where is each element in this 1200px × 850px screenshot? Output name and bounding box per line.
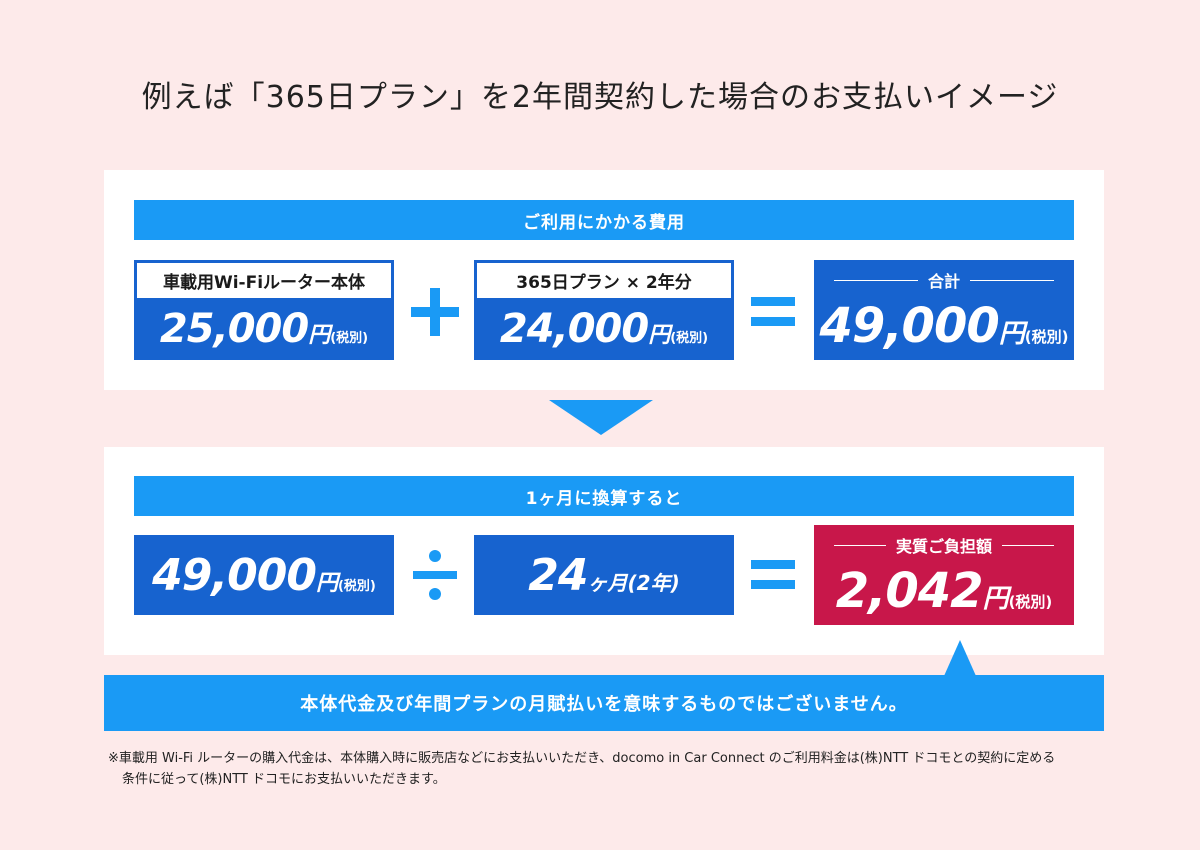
monthly-total-amount: 49,000円(税別) [134, 550, 394, 601]
notice-bar: 本体代金及び年間プランの月賦払いを意味するものではございません。 [104, 675, 1104, 731]
equals-icon-2 [745, 550, 801, 600]
result-caption: 実質ご負担額 [824, 533, 1064, 557]
plus-icon [405, 282, 465, 342]
plan-cost-unit: 円 [648, 323, 671, 348]
monthly-total-box: 49,000円(税別) [134, 535, 394, 615]
router-cost-value: 25,000 [159, 306, 309, 352]
monthly-header: 1ヶ月に換算すると [134, 476, 1074, 516]
total-cost-box: 合計 49,000円(税別) [814, 260, 1074, 360]
plan-cost-tax: (税別) [670, 331, 709, 346]
plan-cost-amount: 24,000円(税別) [474, 306, 734, 352]
page-title: 例えば「365日プラン」を2年間契約した場合のお支払いイメージ [141, 80, 1059, 115]
total-cost-value: 49,000 [819, 298, 1000, 354]
total-cost-tax: (税別) [1024, 328, 1069, 346]
arrow-down-icon [549, 400, 653, 435]
months-value: 24 [528, 550, 588, 601]
monthly-panel: 1ヶ月に換算すると 49,000円(税別) 24ヶ月(2年) 実質ご負担額 2,… [104, 447, 1104, 655]
router-cost-unit: 円 [308, 323, 331, 348]
months-extra: (2年) [627, 571, 680, 595]
cost-panel: ご利用にかかる費用 車載用Wi-Fiルーター本体 25,000円(税別) 365… [104, 170, 1104, 390]
equals-icon [745, 287, 801, 337]
result-value: 2,042 [835, 563, 984, 619]
monthly-total-value: 49,000 [152, 550, 317, 601]
plan-cost-label: 365日プラン × 2年分 [477, 263, 731, 298]
result-tax: (税別) [1008, 593, 1053, 611]
router-cost-label: 車載用Wi-Fiルーター本体 [137, 263, 391, 298]
plan-cost-value: 24,000 [499, 306, 649, 352]
plan-cost-box: 365日プラン × 2年分 24,000円(税別) [474, 260, 734, 360]
divide-icon [407, 545, 463, 605]
router-cost-tax: (税別) [330, 331, 369, 346]
total-cost-unit: 円 [998, 319, 1025, 349]
months-box: 24ヶ月(2年) [474, 535, 734, 615]
footnote-line2: 条件に従って(株)NTT ドコモにお支払いいただきます。 [122, 772, 446, 787]
result-box: 実質ご負担額 2,042円(税別) [814, 525, 1074, 625]
router-cost-box: 車載用Wi-Fiルーター本体 25,000円(税別) [134, 260, 394, 360]
total-cost-amount: 49,000円(税別) [814, 298, 1074, 354]
months-unit: ヶ月 [587, 571, 628, 595]
footnote-line1: ※車載用 Wi-Fi ルーターの購入代金は、本体購入時に販売店などにお支払いいた… [108, 751, 1056, 766]
cost-header: ご利用にかかる費用 [134, 200, 1074, 240]
result-unit: 円 [982, 584, 1009, 614]
footnote: ※車載用 Wi-Fi ルーターの購入代金は、本体購入時に販売店などにお支払いいた… [108, 748, 1108, 790]
months-amount: 24ヶ月(2年) [474, 550, 734, 601]
total-cost-caption: 合計 [824, 268, 1064, 292]
callout-pointer-icon [944, 640, 976, 676]
monthly-total-tax: (税別) [337, 579, 376, 594]
router-cost-amount: 25,000円(税別) [134, 306, 394, 352]
monthly-total-unit: 円 [315, 571, 338, 596]
result-amount: 2,042円(税別) [814, 563, 1074, 619]
